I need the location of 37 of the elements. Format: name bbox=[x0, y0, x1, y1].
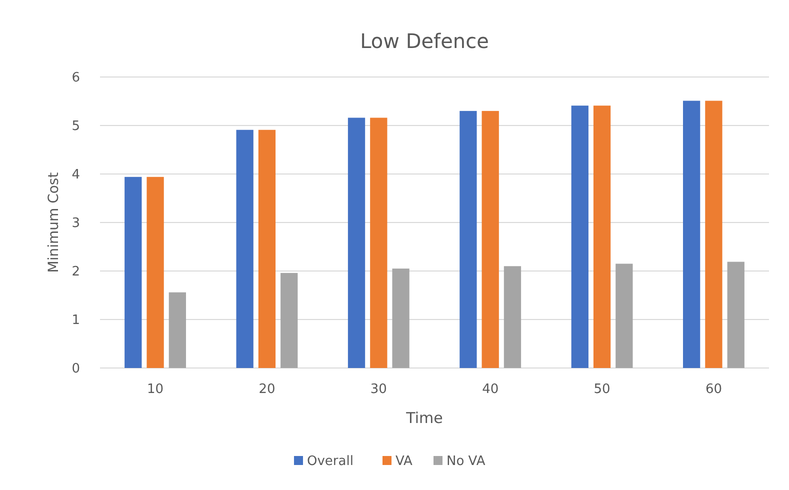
y-tick-label: 1 bbox=[72, 313, 80, 328]
bar bbox=[392, 268, 410, 368]
bar bbox=[571, 106, 588, 368]
bar bbox=[482, 110, 499, 368]
y-tick-label: 2 bbox=[72, 264, 80, 280]
bar bbox=[258, 130, 276, 368]
bar bbox=[146, 176, 164, 368]
x-tick-label: 40 bbox=[482, 382, 499, 397]
bar bbox=[236, 130, 254, 368]
y-axis-title: Minimum Cost bbox=[46, 172, 62, 273]
x-tick-label: 50 bbox=[594, 382, 610, 397]
y-tick-label: 0 bbox=[72, 362, 80, 377]
x-tick-label: 60 bbox=[705, 382, 722, 397]
y-tick-label: 3 bbox=[72, 216, 80, 232]
bar bbox=[168, 292, 186, 368]
legend-label: VA bbox=[396, 454, 413, 469]
bar bbox=[460, 110, 477, 368]
bar bbox=[593, 106, 611, 368]
x-tick-label: 20 bbox=[258, 382, 276, 397]
x-tick-label: 30 bbox=[370, 382, 387, 397]
chart-title: Low Defence bbox=[360, 29, 489, 53]
y-tick-label: 5 bbox=[72, 119, 80, 134]
legend-label: No VA bbox=[446, 454, 486, 469]
bar bbox=[616, 264, 633, 368]
legend-label: Overall bbox=[307, 454, 354, 469]
bar bbox=[348, 118, 366, 368]
bar bbox=[727, 262, 744, 368]
y-tick-label: 6 bbox=[72, 70, 80, 86]
bar bbox=[124, 176, 142, 368]
bar bbox=[683, 100, 700, 368]
bar bbox=[504, 266, 522, 368]
bar bbox=[280, 272, 298, 368]
bar bbox=[370, 118, 388, 368]
bar bbox=[705, 100, 722, 368]
x-axis-title: Time bbox=[405, 409, 443, 427]
y-tick-label: 4 bbox=[72, 168, 80, 183]
x-tick-label: 10 bbox=[147, 382, 164, 397]
